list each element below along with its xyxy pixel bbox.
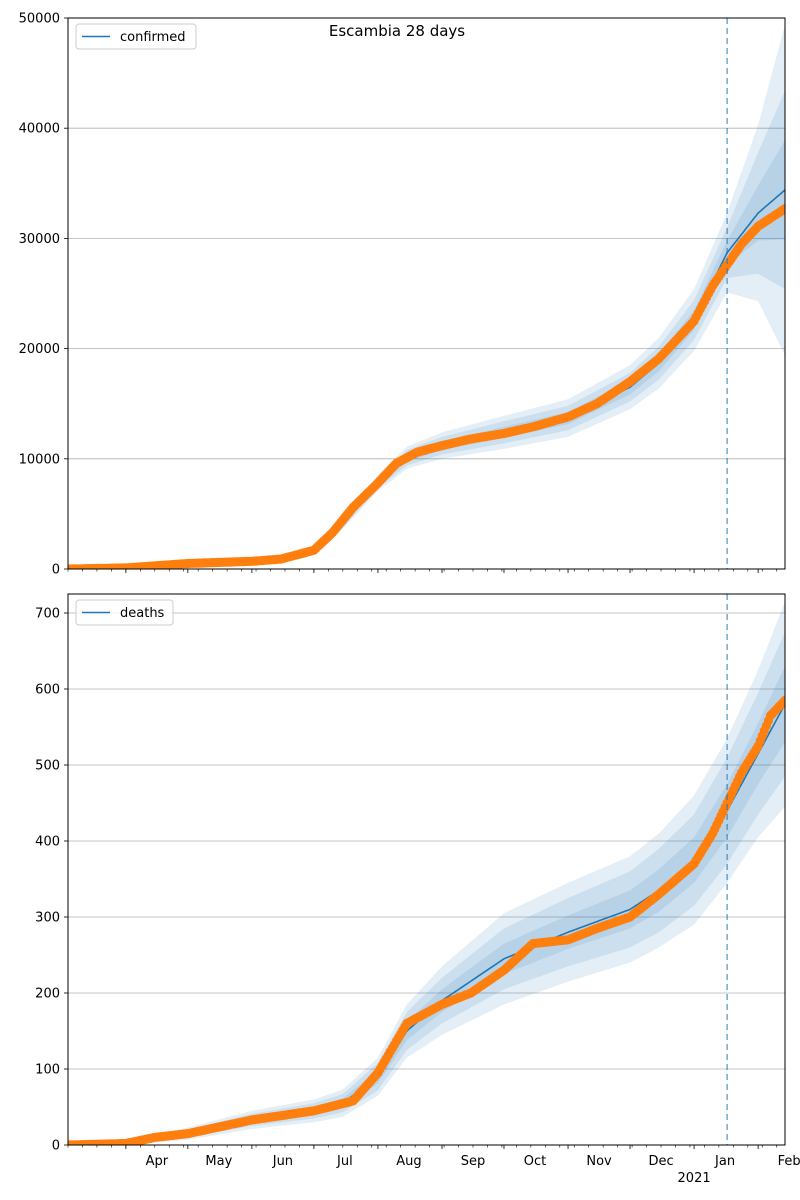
x-tick-label: Feb xyxy=(778,1154,800,1169)
legend-box xyxy=(75,599,174,626)
uncertainty-band xyxy=(68,601,785,1145)
y-tick-label: 20000 xyxy=(19,342,60,357)
x-tick-label: Aug xyxy=(396,1154,421,1169)
legend: deaths xyxy=(75,599,174,626)
y-tick-label: 600 xyxy=(35,683,60,698)
y-tick-label: 10000 xyxy=(19,452,60,467)
y-tick-label: 500 xyxy=(35,759,60,774)
legend-box xyxy=(75,23,197,50)
y-tick-label: 50000 xyxy=(19,12,60,27)
x-tick-label: May xyxy=(205,1154,232,1169)
axes-frame xyxy=(67,593,786,1146)
legend-label: deaths xyxy=(120,606,165,621)
plot-area xyxy=(68,601,785,1145)
figure-title: Escambia 28 days xyxy=(329,22,465,40)
x-tick-label: Oct xyxy=(524,1154,546,1169)
deaths-panel: 0 100 200 300 400 500 600 700 Apr May Jun Jul Aug Sep… xyxy=(35,593,800,1186)
y-tick-label: 30000 xyxy=(19,232,60,247)
x-tick-label: Dec xyxy=(648,1154,673,1169)
x-tick-label: Jun xyxy=(272,1154,293,1169)
y-tick-label: 0 xyxy=(52,563,60,578)
plot-area xyxy=(68,24,785,569)
uncertainty-band xyxy=(68,632,785,1145)
legend: confirmed xyxy=(75,23,197,50)
y-tick-label: 0 xyxy=(52,1139,60,1154)
confirmed-panel: 0 10000 20000 30000 40000 50000 confirmed xyxy=(19,12,786,578)
x-tick-label: Apr xyxy=(146,1154,169,1169)
legend-label: confirmed xyxy=(120,30,186,45)
x-tick-label: Sep xyxy=(461,1154,486,1169)
y-tick-label: 100 xyxy=(35,1063,60,1078)
x-tick-label: Jan xyxy=(714,1154,735,1169)
x-tick-label: Nov xyxy=(586,1154,612,1169)
y-tick-label: 700 xyxy=(35,607,60,622)
observed-point xyxy=(780,204,785,214)
uncertainty-band xyxy=(68,24,785,569)
observed-point xyxy=(780,695,785,705)
x-tick-label: Jul xyxy=(336,1154,353,1169)
y-tick-label: 400 xyxy=(35,835,60,850)
axes-frame xyxy=(67,17,786,570)
y-tick-label: 200 xyxy=(35,987,60,1002)
y-tick-label: 300 xyxy=(35,911,60,926)
x-year-label: 2021 xyxy=(678,1171,711,1186)
y-tick-label: 40000 xyxy=(19,122,60,137)
